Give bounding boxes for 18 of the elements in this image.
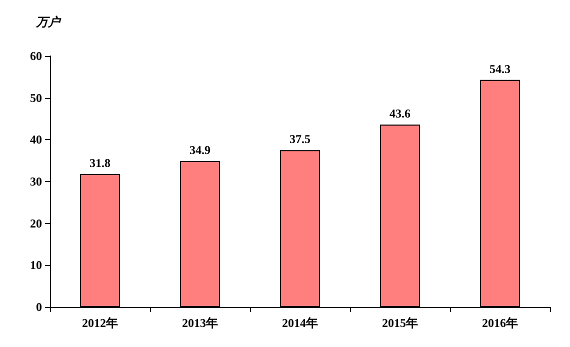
y-tick-label: 50 [30, 90, 42, 105]
x-tick-label: 2014年 [282, 316, 318, 330]
x-tick-label: 2016年 [482, 316, 518, 330]
y-tick-label: 10 [30, 258, 42, 272]
y-tick-label: 60 [30, 49, 42, 63]
x-tick-label: 2013年 [182, 316, 218, 330]
x-tick-label: 2012年 [82, 316, 118, 330]
y-tick-label: 40 [30, 132, 42, 147]
data-label: 37.5 [290, 132, 310, 146]
data-label: 34.9 [190, 143, 210, 157]
data-label: 54.3 [490, 62, 510, 76]
y-tick-label: 0 [36, 300, 42, 314]
y-axis-title: 万户 [35, 15, 62, 29]
x-tick-label: 2015年 [382, 316, 418, 330]
data-label: 31.8 [90, 156, 110, 170]
data-label: 43.6 [390, 106, 410, 121]
y-tick-label: 20 [30, 216, 42, 230]
y-tick-label: 30 [30, 174, 42, 188]
